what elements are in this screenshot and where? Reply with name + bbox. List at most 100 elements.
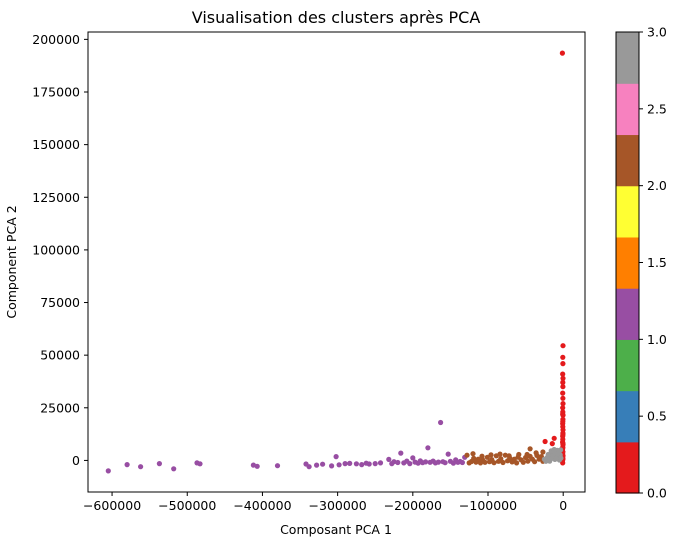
cluster-1-point (105, 468, 111, 474)
x-tick-label: 0 (559, 498, 567, 513)
x-axis-label: Composant PCA 1 (280, 522, 392, 537)
cluster-1-point (425, 445, 431, 451)
cluster-1-point (423, 459, 429, 465)
cluster-2-point (498, 456, 504, 462)
cluster-0-point (560, 411, 566, 417)
cluster-0-point (560, 375, 566, 381)
y-tick-label: 200000 (32, 32, 80, 47)
cluster-1-point (329, 463, 335, 469)
colorbar-segment (616, 288, 639, 340)
cluster-2-point (515, 454, 521, 460)
cluster-1-point (274, 463, 281, 469)
cluster-0-point (560, 384, 566, 390)
y-tick-label: 25000 (40, 400, 80, 415)
cluster-2-point (484, 454, 490, 460)
cluster-1-point (254, 463, 260, 469)
cluster-1-point (407, 461, 413, 467)
cluster-0-point (560, 440, 566, 446)
cluster-1-point (336, 462, 342, 468)
cluster-1-point (156, 461, 162, 467)
colorbar-ticks: 0.0 0.5 1.0 1.5 2.0 2.5 3.0 (639, 25, 667, 501)
colorbar-tick-label: 0.5 (647, 409, 667, 424)
chart-title: Visualisation des clusters après PCA (192, 8, 481, 27)
cluster-2-point (520, 459, 526, 465)
cluster-1-point (197, 461, 203, 467)
cluster-1-point (359, 462, 365, 468)
cluster-1-point (320, 461, 326, 467)
colorbar-segment (616, 339, 639, 392)
cluster-2-point (500, 459, 506, 466)
cluster-0-point (560, 395, 566, 401)
colorbar-tick-label: 2.5 (647, 101, 667, 116)
cluster-1-point (138, 464, 144, 470)
cluster-1-point (171, 466, 177, 472)
cluster-1-point (377, 460, 384, 466)
cluster-2-point (527, 446, 533, 452)
cluster-1-point (459, 459, 465, 466)
cluster-2-point (471, 455, 477, 461)
plot-frame (87, 31, 586, 493)
cluster-1-point (342, 461, 348, 467)
cluster-0-point (560, 405, 566, 411)
x-tick-label: −500000 (158, 498, 216, 513)
colorbar-segment (616, 390, 639, 443)
cluster-2-point (491, 460, 497, 466)
y-tick-label: 150000 (32, 137, 80, 152)
cluster-0-point (560, 361, 566, 367)
colorbar-segment (616, 83, 639, 136)
y-tick-label: 175000 (32, 85, 80, 100)
x-tick-label: −100000 (459, 498, 517, 513)
cluster-3-point (547, 458, 553, 464)
cluster-3-point (553, 456, 559, 462)
cluster-1-point (314, 462, 320, 468)
y-tick-label: 75000 (40, 295, 80, 310)
colorbar-tick-label: 1.0 (647, 332, 667, 347)
cluster-1-point (353, 461, 359, 467)
y-tick-label: 125000 (32, 190, 80, 205)
x-tick-label: −300000 (309, 498, 367, 513)
cluster-1-point (124, 462, 130, 468)
x-axis-ticks: −600000 −500000 −400000 −300000 −200000 −1000… (83, 492, 567, 513)
cluster-0-point (560, 379, 566, 386)
cluster-2-point (506, 453, 512, 459)
colorbar-segment (616, 32, 639, 84)
cluster-0-point (560, 390, 566, 396)
cluster-3-point (551, 446, 557, 453)
cluster-1-point (438, 419, 444, 426)
x-tick-label: −600000 (83, 498, 141, 513)
cluster-2-point (479, 453, 485, 459)
scatter-points (105, 50, 566, 474)
cluster-1-point (386, 456, 392, 462)
cluster-1-point (333, 454, 339, 460)
cluster-1-point (366, 461, 372, 467)
cluster-1-point (347, 460, 353, 466)
cluster-1-point (442, 460, 448, 466)
cluster-2-point (524, 451, 530, 458)
cluster-3-point (558, 447, 564, 453)
colorbar-tick-label: 1.5 (647, 255, 667, 270)
cluster-0-point (560, 432, 566, 438)
y-tick-label: 100000 (32, 242, 80, 257)
cluster-2-point (533, 450, 539, 456)
cluster-0-point (560, 401, 566, 407)
cluster-1-point (398, 450, 404, 456)
cluster-1-point (410, 455, 416, 461)
colorbar-tick-label: 3.0 (647, 25, 667, 40)
cluster-1-point (435, 459, 441, 465)
cluster-2-point (470, 451, 476, 457)
cluster-2-point (514, 460, 520, 466)
colorbar-segment (616, 441, 639, 494)
cluster-1-point (372, 461, 378, 467)
y-tick-label: 0 (72, 453, 80, 468)
cluster-2-point (482, 459, 488, 465)
colorbar (615, 31, 640, 494)
cluster-1-point (445, 451, 451, 457)
cluster-2-point (464, 452, 470, 458)
colorbar-tick-label: 2.0 (647, 178, 667, 193)
colorbar-segment (616, 236, 639, 289)
cluster-0-point (542, 438, 548, 445)
colorbar-segment (616, 134, 639, 187)
cluster-1-point (306, 464, 312, 470)
cluster-2-point (540, 449, 546, 455)
